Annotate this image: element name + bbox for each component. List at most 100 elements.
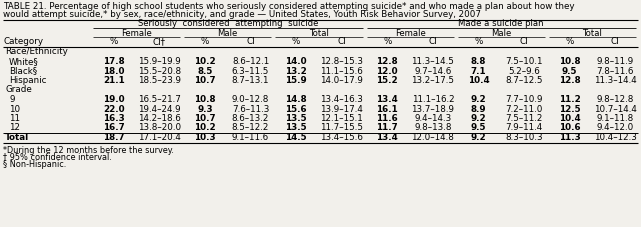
Text: 8.9: 8.9 [470, 104, 487, 114]
Text: 18.7: 18.7 [103, 133, 124, 142]
Text: 6.3–11.5: 6.3–11.5 [232, 67, 269, 76]
Text: 11.7–15.5: 11.7–15.5 [320, 123, 363, 133]
Text: 9.0–12.8: 9.0–12.8 [232, 95, 269, 104]
Text: 19.4–24.9: 19.4–24.9 [138, 104, 181, 114]
Text: 11: 11 [9, 114, 20, 123]
Text: 13.9–17.4: 13.9–17.4 [320, 104, 363, 114]
Text: %: % [292, 37, 301, 47]
Text: 9.2: 9.2 [470, 133, 487, 142]
Text: 15.9: 15.9 [285, 76, 307, 85]
Text: 16.3: 16.3 [103, 114, 124, 123]
Text: 13.4: 13.4 [376, 95, 398, 104]
Text: 8.3–10.3: 8.3–10.3 [505, 133, 543, 142]
Text: 10.8: 10.8 [559, 57, 580, 66]
Text: 12.1–15.1: 12.1–15.1 [320, 114, 363, 123]
Text: 15.9–19.9: 15.9–19.9 [138, 57, 181, 66]
Text: Total: Total [5, 133, 29, 142]
Text: 10.7–14.4: 10.7–14.4 [594, 104, 637, 114]
Text: 11.2: 11.2 [559, 95, 581, 104]
Text: 13.4–15.6: 13.4–15.6 [320, 133, 363, 142]
Text: Female: Female [395, 29, 426, 37]
Text: 11.3: 11.3 [559, 133, 581, 142]
Text: 12.8: 12.8 [376, 57, 398, 66]
Text: 14.0: 14.0 [285, 57, 307, 66]
Text: 10.2: 10.2 [194, 57, 216, 66]
Text: TABLE 21. Percentage of high school students who seriously considered attempting: TABLE 21. Percentage of high school stud… [3, 2, 574, 11]
Text: Total: Total [583, 29, 603, 37]
Text: 8.8: 8.8 [470, 57, 486, 66]
Text: 9.2: 9.2 [470, 114, 487, 123]
Text: 9.8–11.9: 9.8–11.9 [597, 57, 634, 66]
Text: 19.0: 19.0 [103, 95, 124, 104]
Text: 12.5: 12.5 [559, 104, 581, 114]
Text: 10.6: 10.6 [559, 123, 581, 133]
Text: 8.6–13.2: 8.6–13.2 [232, 114, 269, 123]
Text: Made a suicide plan: Made a suicide plan [458, 20, 544, 29]
Text: 18.5–23.9: 18.5–23.9 [138, 76, 181, 85]
Text: 8.7–13.1: 8.7–13.1 [232, 76, 269, 85]
Text: 14.5: 14.5 [285, 133, 307, 142]
Text: 10.4: 10.4 [468, 76, 489, 85]
Text: Black§: Black§ [9, 67, 37, 76]
Text: Total: Total [309, 29, 329, 37]
Text: 7.5–11.2: 7.5–11.2 [505, 114, 543, 123]
Text: 9.4–14.3: 9.4–14.3 [414, 114, 451, 123]
Text: 11.6: 11.6 [376, 114, 398, 123]
Text: 13.8–20.0: 13.8–20.0 [138, 123, 181, 133]
Text: 7.5–10.1: 7.5–10.1 [505, 57, 543, 66]
Text: 16.7: 16.7 [103, 123, 124, 133]
Text: 22.0: 22.0 [103, 104, 124, 114]
Text: 14.8: 14.8 [285, 95, 307, 104]
Text: 15.2: 15.2 [376, 76, 398, 85]
Text: 15.5–20.8: 15.5–20.8 [138, 67, 181, 76]
Text: 9.5: 9.5 [470, 123, 487, 133]
Text: Hispanic: Hispanic [9, 76, 47, 85]
Text: Male: Male [491, 29, 512, 37]
Text: 15.6: 15.6 [285, 104, 307, 114]
Text: 9.2: 9.2 [470, 95, 487, 104]
Text: %: % [110, 37, 118, 47]
Text: White§: White§ [9, 57, 38, 66]
Text: Male: Male [218, 29, 238, 37]
Text: 11.3–14.4: 11.3–14.4 [594, 76, 637, 85]
Text: 8.5: 8.5 [197, 67, 213, 76]
Text: § Non-Hispanic.: § Non-Hispanic. [3, 160, 66, 169]
Text: 8.6–12.1: 8.6–12.1 [232, 57, 269, 66]
Text: 11.1–16.2: 11.1–16.2 [412, 95, 454, 104]
Text: 13.4–16.3: 13.4–16.3 [320, 95, 363, 104]
Text: 10.4–12.3: 10.4–12.3 [594, 133, 637, 142]
Text: 16.1: 16.1 [376, 104, 398, 114]
Text: 8.5–12.2: 8.5–12.2 [232, 123, 269, 133]
Text: CI: CI [337, 37, 346, 47]
Text: 12: 12 [9, 123, 20, 133]
Text: 9.4–12.0: 9.4–12.0 [597, 123, 634, 133]
Text: 13.2–17.5: 13.2–17.5 [412, 76, 454, 85]
Text: CI: CI [520, 37, 528, 47]
Text: Race/Ethnicity: Race/Ethnicity [5, 47, 68, 57]
Text: 18.0: 18.0 [103, 67, 124, 76]
Text: %: % [565, 37, 574, 47]
Text: 16.5–21.7: 16.5–21.7 [138, 95, 181, 104]
Text: 9.5: 9.5 [562, 67, 578, 76]
Text: CI†: CI† [153, 37, 166, 47]
Text: CI: CI [246, 37, 255, 47]
Text: 12.0: 12.0 [376, 67, 398, 76]
Text: 12.8–15.3: 12.8–15.3 [320, 57, 363, 66]
Text: 12.8: 12.8 [559, 76, 581, 85]
Text: 8.7–12.5: 8.7–12.5 [505, 76, 543, 85]
Text: 14.0–17.9: 14.0–17.9 [320, 76, 363, 85]
Text: *During the 12 months before the survey.: *During the 12 months before the survey. [3, 146, 174, 155]
Text: 7.2–11.0: 7.2–11.0 [505, 104, 543, 114]
Text: 9.8–13.8: 9.8–13.8 [414, 123, 452, 133]
Text: %: % [201, 37, 209, 47]
Text: 13.5: 13.5 [285, 114, 307, 123]
Text: 9.7–14.6: 9.7–14.6 [414, 67, 451, 76]
Text: 13.2: 13.2 [285, 67, 307, 76]
Text: 10.2: 10.2 [194, 123, 216, 133]
Text: † 95% confidence interval.: † 95% confidence interval. [3, 153, 112, 162]
Text: 10.3: 10.3 [194, 133, 216, 142]
Text: %: % [383, 37, 392, 47]
Text: 7.8–11.6: 7.8–11.6 [597, 67, 634, 76]
Text: 17.8: 17.8 [103, 57, 124, 66]
Text: 7.1: 7.1 [470, 67, 487, 76]
